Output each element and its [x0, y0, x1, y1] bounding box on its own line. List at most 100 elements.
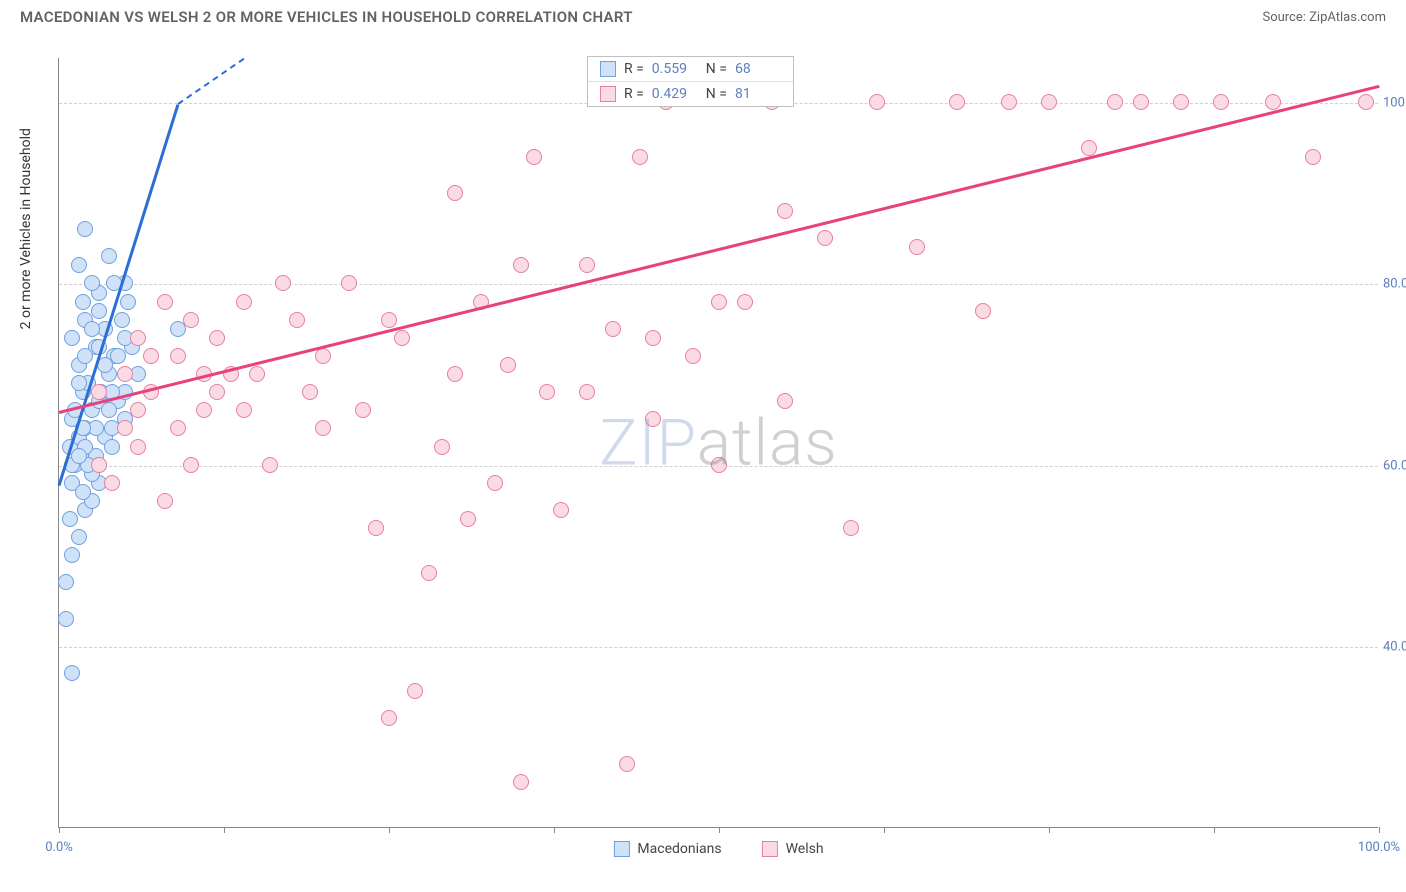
- data-point: [91, 303, 107, 319]
- data-point: [71, 529, 87, 545]
- legend-swatch: [613, 841, 629, 857]
- data-point: [381, 312, 397, 328]
- stat-n-value: 81: [735, 86, 781, 102]
- stat-n-label: N =: [706, 86, 727, 102]
- data-point: [302, 384, 318, 400]
- data-point: [143, 348, 159, 364]
- chart-title: MACEDONIAN VS WELSH 2 OR MORE VEHICLES I…: [20, 8, 633, 26]
- data-point: [130, 439, 146, 455]
- stat-n-label: N =: [706, 61, 727, 77]
- data-point: [77, 439, 93, 455]
- correlation-stats-box: R =0.559N =68R =0.429N =81: [587, 56, 794, 107]
- y-tick-label: 80.0%: [1383, 277, 1406, 292]
- data-point: [110, 348, 126, 364]
- stat-r-value: 0.429: [652, 86, 698, 102]
- series-swatch: [600, 61, 616, 77]
- data-point: [1081, 140, 1097, 156]
- stats-row: R =0.559N =68: [588, 57, 793, 81]
- data-point: [487, 475, 503, 491]
- stats-row: R =0.429N =81: [588, 81, 793, 106]
- data-point: [460, 511, 476, 527]
- data-point: [64, 330, 80, 346]
- gridline: [59, 284, 1378, 285]
- data-point: [619, 756, 635, 772]
- x-tick: [719, 827, 720, 833]
- data-point: [91, 384, 107, 400]
- y-tick-label: 40.0%: [1383, 639, 1406, 654]
- data-point: [91, 475, 107, 491]
- data-point: [315, 420, 331, 436]
- data-point: [71, 257, 87, 273]
- data-point: [632, 149, 648, 165]
- data-point: [104, 420, 120, 436]
- data-point: [526, 149, 542, 165]
- data-point: [421, 565, 437, 581]
- data-point: [355, 402, 371, 418]
- gridline: [59, 647, 1378, 648]
- stat-n-value: 68: [735, 61, 781, 77]
- x-tick: [1379, 827, 1380, 833]
- data-point: [777, 203, 793, 219]
- legend-label: Macedonians: [637, 841, 721, 857]
- y-tick-label: 60.0%: [1383, 458, 1406, 473]
- data-point: [975, 303, 991, 319]
- data-point: [84, 493, 100, 509]
- data-point: [75, 294, 91, 310]
- data-point: [104, 475, 120, 491]
- data-point: [236, 402, 252, 418]
- data-point: [97, 429, 113, 445]
- data-point: [124, 339, 140, 355]
- data-point: [64, 475, 80, 491]
- scatter-chart: ZIPatlas 40.0%60.0%80.0%100.0%0.0%100.0%…: [58, 58, 1378, 828]
- data-point: [843, 520, 859, 536]
- data-point: [117, 366, 133, 382]
- data-point: [539, 384, 555, 400]
- data-point: [236, 294, 252, 310]
- data-point: [711, 294, 727, 310]
- x-tick: [59, 827, 60, 833]
- data-point: [64, 665, 80, 681]
- data-point: [84, 321, 100, 337]
- data-point: [407, 683, 423, 699]
- data-point: [58, 611, 74, 627]
- data-point: [157, 294, 173, 310]
- data-point: [513, 774, 529, 790]
- watermark: ZIPatlas: [599, 405, 837, 480]
- data-point: [209, 384, 225, 400]
- data-point: [106, 348, 122, 364]
- legend-item: Macedonians: [613, 841, 721, 857]
- data-point: [447, 185, 463, 201]
- x-tick: [1214, 827, 1215, 833]
- data-point: [777, 393, 793, 409]
- data-point: [71, 375, 87, 391]
- x-tick-label: 0.0%: [45, 840, 73, 855]
- data-point: [114, 312, 130, 328]
- legend-item: Welsh: [762, 841, 824, 857]
- data-point: [77, 502, 93, 518]
- data-point: [130, 402, 146, 418]
- x-tick: [554, 827, 555, 833]
- data-point: [500, 357, 516, 373]
- data-point: [513, 257, 529, 273]
- data-point: [120, 294, 136, 310]
- legend: Macedonians Welsh: [613, 841, 823, 857]
- data-point: [249, 366, 265, 382]
- data-point: [289, 312, 305, 328]
- data-point: [77, 448, 93, 464]
- stat-r-label: R =: [624, 61, 644, 77]
- data-point: [117, 330, 133, 346]
- data-point: [101, 366, 117, 382]
- data-point: [209, 330, 225, 346]
- data-point: [77, 221, 93, 237]
- data-point: [817, 230, 833, 246]
- data-point: [84, 466, 100, 482]
- trend-line: [59, 85, 1380, 414]
- data-point: [579, 257, 595, 273]
- chart-header: MACEDONIAN VS WELSH 2 OR MORE VEHICLES I…: [0, 0, 1406, 30]
- legend-swatch: [762, 841, 778, 857]
- data-point: [579, 384, 595, 400]
- x-tick: [389, 827, 390, 833]
- data-point: [394, 330, 410, 346]
- data-point: [157, 493, 173, 509]
- data-point: [645, 411, 661, 427]
